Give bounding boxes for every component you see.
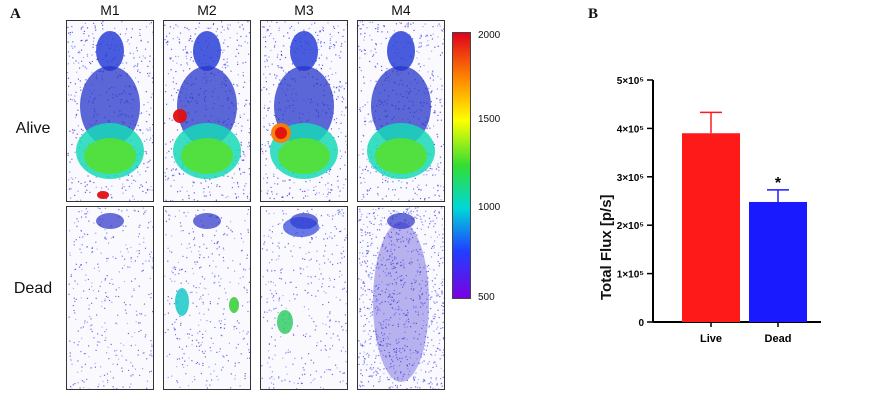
colorbar-tick-1000: 1000 — [478, 202, 501, 213]
panel-a-letter: A — [10, 6, 21, 22]
row-label-dead: Dead — [13, 280, 53, 297]
abdomen-core-signal — [84, 138, 136, 174]
head-signal — [96, 213, 124, 229]
image-alive-m1 — [66, 20, 154, 202]
panel-b-letter: B — [588, 6, 599, 22]
y-tick-label: 5×10⁵ — [617, 76, 645, 87]
mouse-label-m3: M3 — [294, 2, 314, 18]
noise-speckle — [68, 207, 153, 389]
image-dead-m4 — [357, 206, 445, 390]
y-tick-label: 4×10⁵ — [617, 124, 645, 135]
y-tick-label: 3×10⁵ — [617, 173, 645, 184]
tail-signal — [97, 191, 109, 199]
bar-chart: 0 1×10⁵ 2×10⁵ 3×10⁵ 4×10⁵ 5×10⁵ Live Dead * — [617, 76, 821, 345]
y-tick-label: 2×10⁵ — [617, 221, 645, 232]
head-signal — [193, 213, 221, 229]
image-alive-m2 — [163, 20, 251, 202]
head-signal — [96, 31, 124, 71]
head-signal — [387, 31, 415, 71]
colorbar-tick-500: 500 — [478, 292, 495, 303]
colorbar-gradient — [452, 32, 471, 299]
mouse-label-m4: M4 — [391, 2, 411, 18]
noise-speckle — [164, 209, 250, 389]
head-signal — [290, 31, 318, 71]
y-tick-label: 0 — [638, 318, 644, 329]
side-signal — [175, 288, 189, 316]
abdomen-core-signal — [375, 138, 427, 174]
mouse-label-m2: M2 — [197, 2, 217, 18]
abdomen-core-signal — [181, 138, 233, 174]
image-alive-m3 — [260, 20, 348, 202]
side-signal — [229, 297, 239, 313]
hotspot-core-signal — [275, 127, 287, 139]
shoulder-signal — [283, 217, 319, 237]
bar-live — [682, 133, 740, 322]
body-signal — [373, 222, 429, 382]
noise-speckle — [358, 207, 444, 389]
image-dead-m1 — [66, 206, 154, 390]
image-dead-m3 — [260, 206, 348, 390]
side-signal — [277, 310, 293, 334]
colorbar-tick-1500: 1500 — [478, 114, 501, 125]
significance-marker: * — [775, 175, 782, 192]
hotspot-signal — [173, 109, 187, 123]
head-signal — [193, 31, 221, 71]
colorbar: 2000 1500 1000 500 — [452, 30, 500, 305]
head-signal — [387, 213, 415, 229]
abdomen-core-signal — [278, 138, 330, 174]
image-dead-m2 — [163, 206, 251, 390]
colorbar-tick-2000: 2000 — [478, 30, 501, 41]
x-tick-label: Dead — [765, 333, 792, 345]
mouse-label-m1: M1 — [100, 2, 120, 18]
image-alive-m4 — [357, 20, 445, 202]
x-tick-label: Live — [700, 333, 722, 345]
bar-dead — [749, 201, 807, 322]
y-tick-label: 1×10⁵ — [617, 270, 645, 281]
row-label-alive: Alive — [15, 120, 51, 137]
